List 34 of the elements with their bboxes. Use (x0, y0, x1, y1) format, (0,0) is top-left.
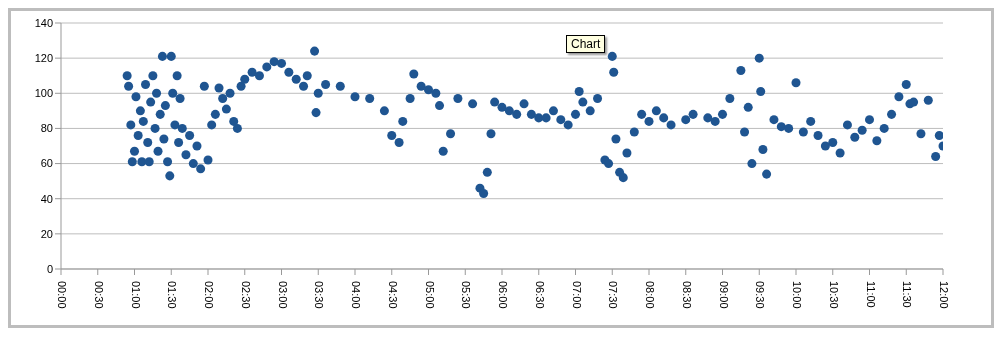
x-tick-label: 09:00 (717, 281, 730, 309)
x-tick-label: 05:00 (423, 281, 436, 309)
x-tick-label: 11:30 (901, 281, 914, 308)
x-tick-label: 02:00 (203, 281, 216, 309)
y-tick-label: 120 (34, 52, 53, 65)
x-tick-label: 06:30 (533, 281, 546, 309)
x-tick-label: 05:30 (460, 281, 473, 309)
x-tick-label: 04:00 (350, 281, 363, 309)
x-tick-label: 00:00 (56, 281, 69, 309)
annotation: Chart (566, 35, 606, 53)
x-tick-label: 03:30 (313, 281, 326, 309)
y-tick-label: 80 (40, 122, 53, 135)
x-tick-label: 07:30 (607, 281, 620, 309)
y-tick-label: 40 (40, 192, 53, 205)
x-tick-label: 12:00 (938, 281, 951, 309)
y-tick-label: 20 (40, 227, 53, 240)
x-tick-label: 10:00 (791, 281, 804, 309)
x-tick-label: 01:00 (129, 281, 142, 309)
x-tick-label: 09:30 (754, 281, 767, 309)
x-tick-label: 01:30 (166, 281, 179, 309)
y-tick-label: 60 (40, 157, 53, 170)
x-tick-label: 07:00 (570, 281, 583, 309)
x-tick-label: 08:00 (644, 281, 657, 309)
x-tick-label: 11:00 (864, 281, 877, 308)
x-tick-label: 08:30 (680, 281, 693, 309)
x-tick-label: 03:00 (276, 281, 289, 309)
y-tick-label: 100 (34, 87, 53, 100)
y-tick-label: 0 (46, 262, 53, 275)
x-tick-label: 06:00 (497, 281, 510, 309)
y-tick-label: 140 (34, 16, 53, 29)
x-tick-label: 00:30 (92, 281, 105, 309)
x-tick-label: 04:30 (386, 281, 399, 309)
x-tick-label: 10:30 (827, 281, 840, 309)
x-tick-label: 02:30 (239, 281, 252, 309)
